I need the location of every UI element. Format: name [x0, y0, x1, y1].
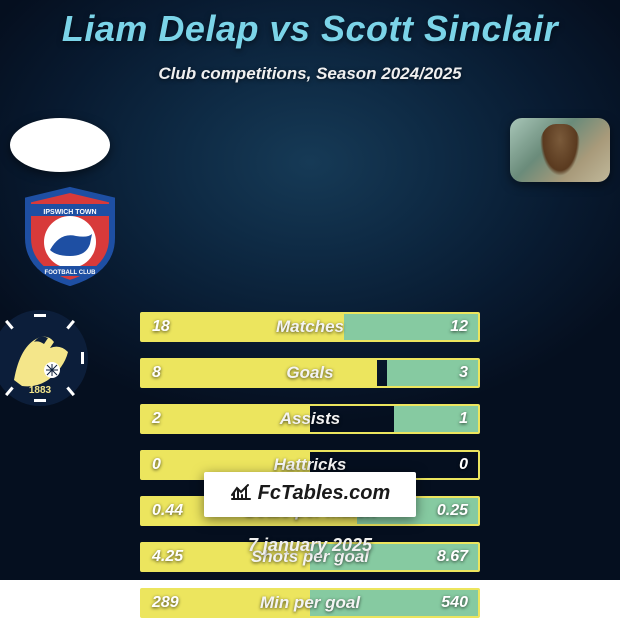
bristol-rovers-crest-icon: 1883 [0, 308, 90, 408]
avatar-placeholder-icon [10, 118, 110, 172]
stat-label: Matches [142, 317, 478, 337]
player-right-avatar [510, 118, 610, 182]
stat-label: Goals [142, 363, 478, 383]
stat-value-right: 540 [441, 594, 468, 612]
brand-chart-icon [230, 483, 252, 507]
stat-label: Assists [142, 409, 478, 429]
date-label: 7 january 2025 [0, 535, 620, 556]
stat-label: Min per goal [142, 593, 478, 613]
stat-value-right: 1 [459, 410, 468, 428]
svg-text:FOOTBALL CLUB: FOOTBALL CLUB [45, 270, 97, 276]
stat-bar: 289Min per goal540 [140, 588, 480, 618]
page-title: Liam Delap vs Scott Sinclair [0, 0, 620, 50]
stat-bar: 18Matches12 [140, 312, 480, 342]
stat-value-right: 12 [450, 318, 468, 336]
page-subtitle: Club competitions, Season 2024/2025 [0, 64, 620, 84]
svg-text:1883: 1883 [29, 385, 52, 396]
club-crest-left: IPSWICH TOWN FOOTBALL CLUB [20, 186, 120, 286]
content-root: Liam Delap vs Scott Sinclair Club compet… [0, 0, 620, 580]
ipswich-crest-icon: IPSWICH TOWN FOOTBALL CLUB [20, 186, 120, 286]
club-crest-right: 1883 [0, 308, 90, 408]
brand-badge: FcTables.com [204, 472, 417, 517]
stat-bars-container: 18Matches128Goals32Assists10Hattricks00.… [140, 312, 480, 618]
brand-label: FcTables.com [258, 482, 391, 504]
footer: FcTables.com 7 january 2025 [0, 472, 620, 556]
avatar-photo-icon [510, 118, 610, 182]
stat-value-right: 3 [459, 364, 468, 382]
stat-bar: 8Goals3 [140, 358, 480, 388]
stat-bar: 2Assists1 [140, 404, 480, 434]
player-left-avatar [10, 118, 110, 172]
svg-text:IPSWICH TOWN: IPSWICH TOWN [43, 209, 96, 216]
